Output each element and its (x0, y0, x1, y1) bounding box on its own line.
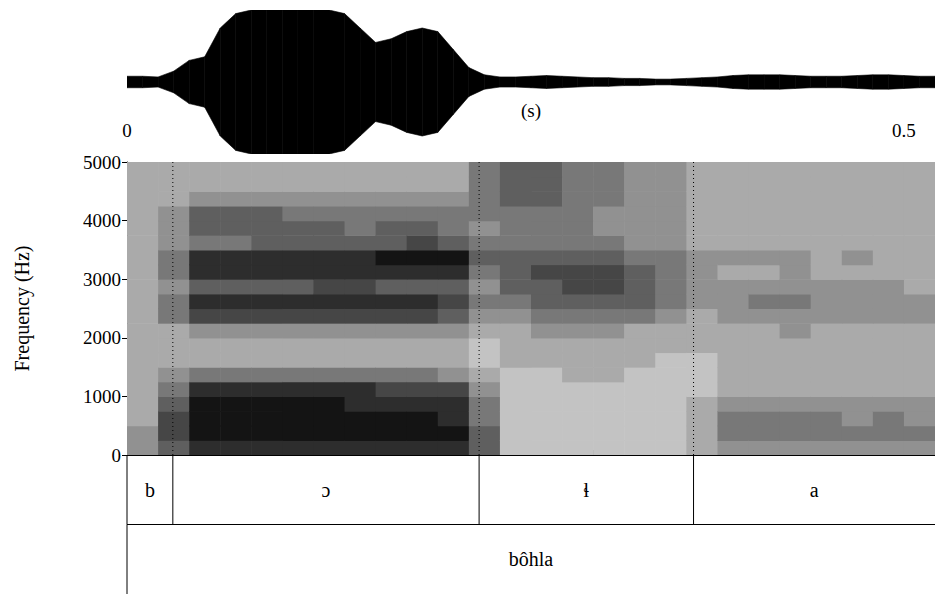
svg-text:ɔ: ɔ (322, 479, 331, 501)
svg-text:0: 0 (122, 120, 132, 141)
svg-text:1000: 1000 (83, 386, 121, 407)
svg-text:3000: 3000 (83, 269, 121, 290)
svg-text:0: 0 (112, 445, 122, 466)
svg-text:2000: 2000 (83, 327, 121, 348)
svg-text:4000: 4000 (83, 210, 121, 231)
svg-text:b: b (145, 479, 155, 501)
svg-text:5000: 5000 (83, 152, 121, 173)
svg-text:0.5: 0.5 (892, 120, 916, 141)
svg-text:Frequency (Hz): Frequency (Hz) (11, 245, 34, 371)
svg-text:ɬ: ɬ (584, 479, 590, 501)
svg-text:bôhla: bôhla (509, 548, 554, 570)
svg-text:a: a (810, 479, 819, 501)
svg-text:(s): (s) (521, 100, 541, 122)
